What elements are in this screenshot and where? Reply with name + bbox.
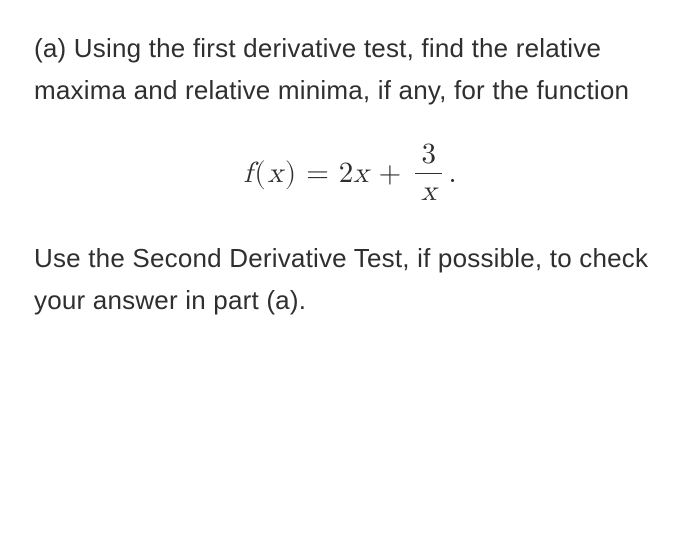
open-paren: ( (254, 156, 265, 191)
equation-period: . (448, 156, 456, 191)
plus-sign: + (379, 156, 402, 191)
prompt-part-b: Use the Second Derivative Test, if possi… (34, 238, 666, 321)
fraction-numerator: 3 (416, 139, 443, 173)
function-name: f (243, 156, 252, 191)
equation-display: f(x) = 2x + 3 x . (34, 139, 666, 208)
equation-inner: f(x) = 2x + 3 x . (243, 139, 456, 208)
close-paren: ) (285, 156, 296, 191)
fraction: 3 x (415, 139, 442, 208)
term-1: 2x (339, 156, 369, 191)
term-1-var: x (353, 159, 368, 188)
lhs-variable: x (268, 156, 283, 191)
fraction-denominator: x (415, 173, 442, 208)
prompt-part-a: (a) Using the first derivative test, fin… (34, 28, 666, 111)
term-1-coef: 2 (339, 159, 354, 188)
equals-sign: = (306, 156, 329, 191)
